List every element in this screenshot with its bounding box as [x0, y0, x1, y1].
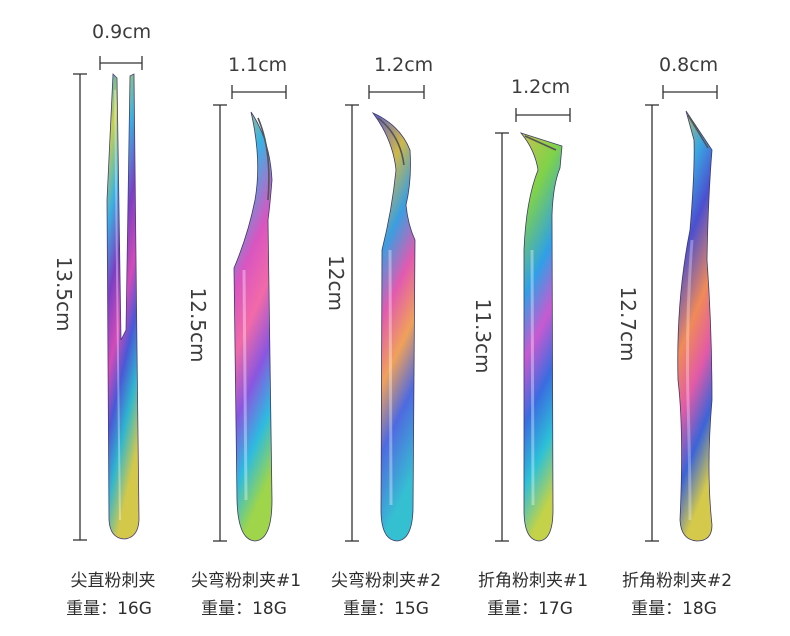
tweezer-1-weight: 重量：16G	[66, 599, 152, 619]
tweezer-2-name: 尖弯粉刺夹#1	[190, 571, 302, 591]
tweezer-4-weight: 重量：17G	[487, 599, 573, 619]
tweezer-5-length-dimension	[645, 104, 659, 542]
tweezer-2-width-label: 1.1cm	[228, 54, 288, 76]
tweezer-3-length-label: 12cm	[324, 255, 348, 311]
tweezer-3-weight: 重量：15G	[343, 599, 429, 619]
tweezer-3-width-label: 1.2cm	[374, 54, 434, 76]
tweezer-4-width-dimension	[515, 108, 571, 122]
tweezer-2-image	[233, 111, 273, 542]
tweezer-4-length-dimension	[495, 132, 509, 542]
tweezer-5-width-label: 0.8cm	[659, 54, 719, 76]
tweezer-2-length-label: 12.5cm	[186, 287, 210, 363]
tweezer-4-length-label: 11.3cm	[471, 298, 495, 374]
tweezer-5-length-label: 12.7cm	[616, 286, 640, 362]
tweezer-2-length-dimension	[213, 104, 227, 542]
tweezer-5-weight: 重量：18G	[631, 599, 717, 619]
tweezer-4-width-label: 1.2cm	[511, 76, 571, 98]
tweezer-3-image	[371, 112, 416, 542]
tweezer-1-length-dimension	[73, 73, 87, 541]
tweezer-3-length-dimension	[345, 104, 359, 542]
tweezer-1-image	[106, 73, 140, 540]
tweezer-1-name: 尖直粉刺夹	[70, 571, 156, 591]
tweezer-4-image	[519, 132, 563, 542]
tweezer-4-name: 折角粉刺夹#1	[477, 571, 589, 591]
tweezer-5-width-dimension	[662, 85, 718, 99]
tweezer-2-weight: 重量：18G	[201, 599, 287, 619]
tweezer-3-width-dimension	[368, 85, 425, 99]
tweezer-3-name: 尖弯粉刺夹#2	[330, 571, 442, 591]
tweezer-1-width-label: 0.9cm	[92, 21, 152, 43]
tweezer-1-width-dimension	[99, 56, 143, 70]
tweezer-5-name: 折角粉刺夹#2	[621, 571, 733, 591]
tweezer-5-image	[677, 110, 713, 542]
tweezer-2-width-dimension	[231, 85, 287, 99]
tweezer-1-length-label: 13.5cm	[52, 256, 76, 332]
